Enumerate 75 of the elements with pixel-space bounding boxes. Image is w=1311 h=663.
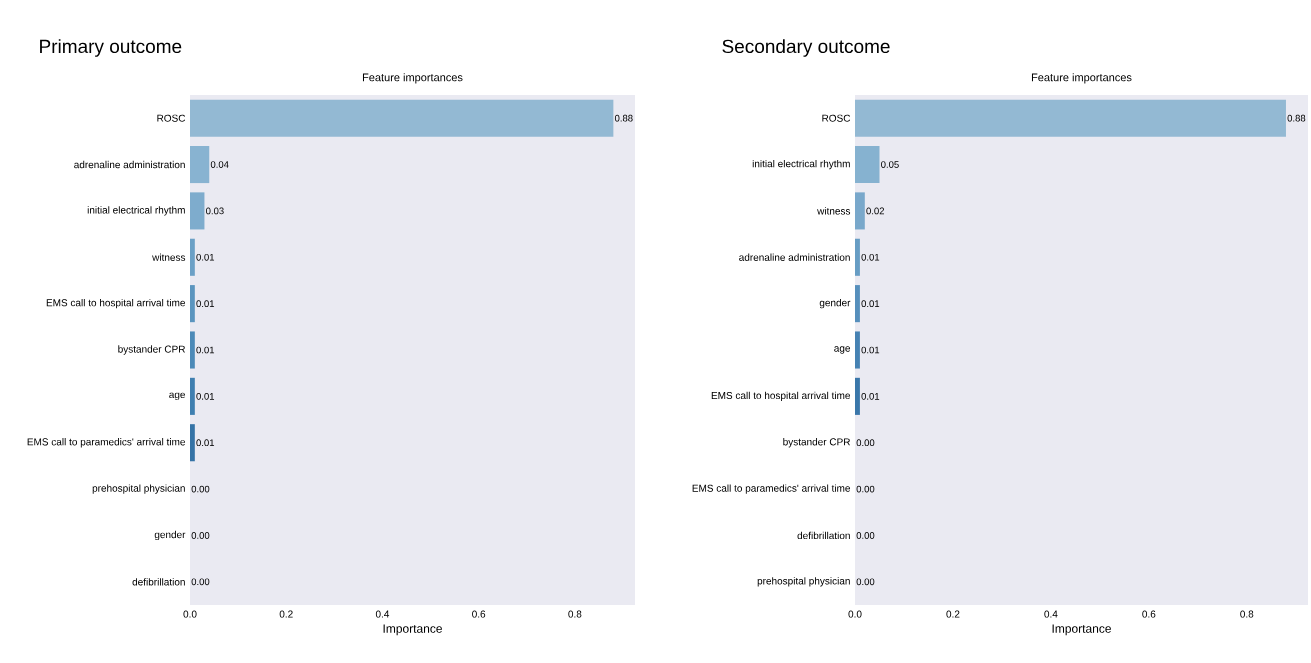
y-tick-label: EMS call to paramedics' arrival time: [27, 438, 185, 448]
x-tick-label: 0.8: [568, 610, 582, 618]
data-label: 0.00: [191, 578, 210, 586]
data-label: 0.01: [861, 300, 880, 307]
data-label: 0.01: [196, 346, 215, 354]
x-tick-label: 0.4: [1044, 610, 1058, 618]
data-label: 0.00: [191, 532, 210, 539]
y-tick-label: age: [834, 346, 851, 354]
bar: [190, 424, 195, 462]
data-label: 0.88: [614, 114, 633, 122]
data-label: 0.88: [1287, 114, 1306, 122]
data-label: 0.02: [866, 207, 885, 215]
y-tick-label: ROSC: [822, 114, 851, 122]
bar: [855, 192, 865, 230]
x-tick-label: 0.6: [1142, 610, 1156, 618]
y-tick-label: adrenaline administration: [74, 160, 185, 169]
bar: [855, 285, 860, 323]
data-label: 0.04: [210, 161, 229, 168]
data-label: 0.05: [881, 161, 899, 168]
chart-title: Secondary outcome: [722, 39, 890, 57]
bar: [855, 377, 860, 415]
x-tick-label: 0.8: [1240, 610, 1254, 618]
bar: [855, 146, 880, 184]
data-label: 0.00: [856, 532, 875, 539]
y-tick-label: ROSC: [157, 114, 186, 122]
bar: [190, 146, 210, 184]
x-tick-label: 0.4: [375, 610, 390, 618]
data-label: 0.01: [196, 300, 215, 307]
y-tick-label: EMS call to hospital arrival time: [46, 298, 186, 309]
data-label: 0.00: [856, 578, 875, 586]
y-tick-label: prehospital physician: [757, 577, 850, 587]
data-label: 0.00: [191, 485, 210, 493]
y-tick-label: EMS call to hospital arrival time: [711, 391, 850, 402]
data-label: 0.01: [861, 253, 880, 261]
x-tick-label: 0.6: [472, 610, 486, 618]
bar: [855, 331, 860, 369]
data-label: 0.01: [196, 253, 215, 261]
x-tick-label: 0.0: [183, 610, 197, 618]
data-label: 0.03: [206, 207, 224, 215]
x-tick-label: 0.2: [946, 610, 960, 618]
data-label: 0.01: [196, 439, 215, 447]
x-axis-title: Importance: [1052, 624, 1111, 636]
x-tick-label: 0.0: [848, 610, 862, 618]
bar: [190, 192, 205, 230]
bar: [855, 99, 1286, 137]
chart-subtitle: Feature importances: [1031, 73, 1132, 84]
data-label: 0.00: [856, 485, 875, 493]
y-tick-label: initial electrical rhythm: [87, 206, 185, 216]
y-tick-label: witness: [152, 253, 186, 261]
data-label: 0.01: [861, 346, 880, 354]
chart-title: Primary outcome: [40, 39, 182, 57]
y-tick-label: witness: [817, 207, 851, 215]
y-tick-label: age: [169, 392, 186, 401]
y-tick-label: initial electrical rhythm: [752, 159, 850, 170]
bar: [190, 285, 195, 323]
data-label: 0.01: [861, 392, 880, 400]
x-axis-title: Importance: [383, 624, 442, 636]
bar: [190, 238, 195, 276]
y-tick-label: defibrillation: [797, 531, 850, 540]
data-label: 0.01: [196, 392, 215, 400]
bar: [855, 238, 860, 276]
bar: [190, 99, 614, 137]
x-tick-label: 0.2: [279, 610, 293, 618]
y-tick-label: bystander CPR: [783, 438, 850, 448]
y-tick-label: gender: [154, 530, 186, 541]
y-tick-label: defibrillation: [132, 578, 185, 586]
y-tick-label: EMS call to paramedics' arrival time: [692, 484, 850, 494]
y-tick-label: gender: [819, 298, 851, 309]
y-tick-label: bystander CPR: [118, 345, 185, 355]
chart-subtitle: Feature importances: [362, 73, 463, 84]
data-label: 0.00: [856, 439, 875, 447]
y-tick-label: prehospital physician: [92, 484, 185, 494]
bar: [190, 331, 195, 369]
bar: [190, 377, 195, 415]
y-tick-label: adrenaline administration: [739, 253, 850, 261]
